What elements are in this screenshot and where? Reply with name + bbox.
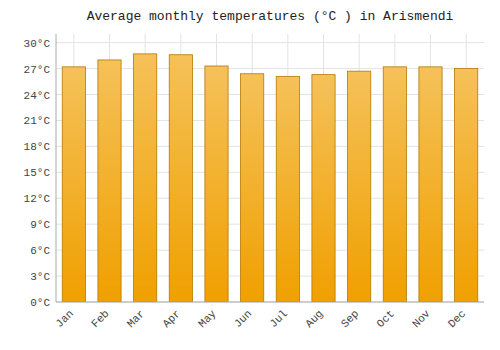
chart-svg: Average monthly temperatures (°C ) in Ar… [0, 0, 500, 350]
bar [134, 54, 157, 302]
y-tick-label: 24°C [24, 90, 51, 102]
y-tick-label: 30°C [24, 38, 51, 50]
bar [98, 60, 121, 302]
y-grid-line [56, 302, 484, 303]
bar [169, 55, 192, 302]
y-tick-label: 18°C [24, 141, 51, 153]
bars [62, 54, 478, 302]
bar [312, 75, 335, 302]
title: Average monthly temperatures (°C ) in Ar… [87, 9, 454, 24]
bar [205, 66, 228, 302]
x-tick-label: May [196, 307, 219, 330]
bar [276, 76, 299, 302]
y-tick-label: 12°C [24, 193, 51, 205]
y-tick-label: 0°C [30, 297, 50, 309]
x-tick-label: Jul [267, 308, 289, 330]
x-tick-label: Sep [339, 308, 361, 330]
x-tick-label: Dec [446, 308, 468, 330]
x-tick-label: Feb [89, 308, 111, 330]
x-tick-label: Aug [303, 308, 325, 330]
y-tick-label: 9°C [30, 219, 50, 231]
bar [348, 71, 371, 302]
x-tick-label: Jan [53, 308, 75, 330]
bar [383, 67, 406, 302]
x-tick-label: Mar [125, 308, 147, 330]
x-tick-label: Jun [232, 308, 254, 330]
bar [455, 69, 478, 302]
chart-container: Average monthly temperatures (°C ) in Ar… [0, 0, 500, 350]
y-tick-label: 27°C [24, 64, 51, 76]
x-tick-label: Nov [410, 307, 433, 330]
bar [419, 67, 442, 302]
y-tick-label: 15°C [24, 167, 51, 179]
y-tick-label: 6°C [30, 245, 50, 257]
x-axis-line [56, 302, 484, 303]
bar [241, 74, 264, 302]
grid [56, 34, 484, 302]
bar [62, 67, 85, 302]
y-axis-line [56, 34, 57, 302]
y-tick-label: 3°C [30, 271, 50, 283]
x-tick-label: Apr [160, 308, 182, 330]
y-grid-line [56, 42, 484, 43]
y-tick-label: 21°C [24, 115, 51, 127]
x-tick-label: Oct [374, 308, 396, 330]
